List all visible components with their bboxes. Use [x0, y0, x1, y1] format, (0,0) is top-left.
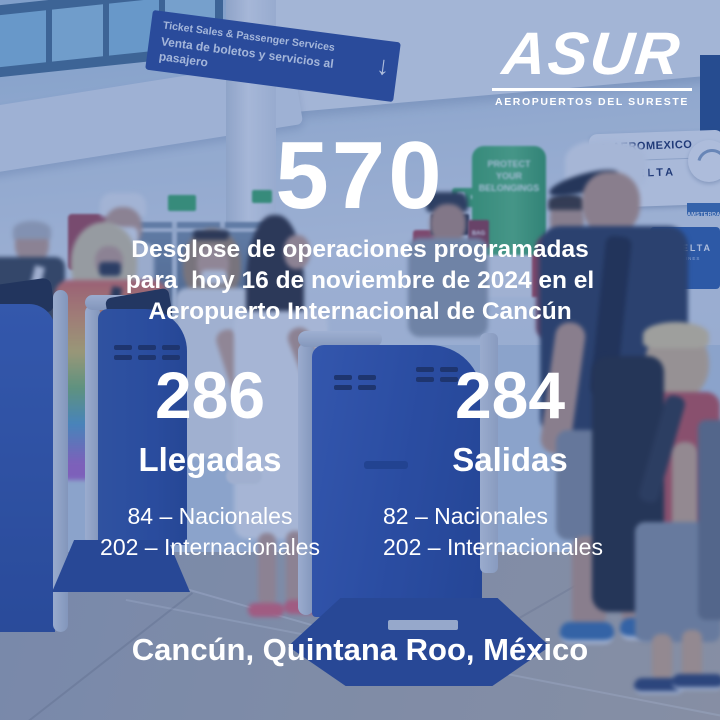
departures-domestic: 82 – Nacionales — [383, 503, 548, 529]
description-line-3: Aeropuerto Internacional de Cancún — [148, 298, 572, 325]
departures-value: 284 — [454, 358, 566, 432]
asur-logo: ASUR AEROPUERTOS DEL SURESTE — [492, 20, 692, 108]
departures-international: 202 – Internacionales — [383, 534, 603, 560]
departures-breakdown: 82 – Nacionales 202 – Internacionales — [350, 501, 680, 563]
description-line-1: Desglose de operaciones programadas — [131, 236, 589, 263]
location-caption: Cancún, Quintana Roo, México — [131, 632, 589, 667]
asur-logo-rule — [492, 88, 692, 91]
arrivals-domestic: 84 – Nacionales — [127, 503, 293, 529]
arrivals-value: 286 — [154, 358, 266, 432]
total-operations: 570 — [275, 122, 445, 229]
arrivals-breakdown: 84 – Nacionales 202 – Internacionales — [45, 501, 375, 563]
asur-logo-subtitle: AEROPUERTOS DEL SURESTE — [495, 96, 689, 108]
departures-label: Salidas — [452, 441, 568, 478]
arrivals-label: Llegadas — [138, 441, 282, 478]
operations-description: Desglose de operaciones programadas para… — [0, 234, 720, 327]
description-line-2: para hoy 16 de noviembre de 2024 en el — [125, 267, 595, 294]
asur-wordmark: ASUR — [499, 20, 685, 87]
arrivals-international: 202 – Internacionales — [100, 534, 320, 560]
arrivals-column: 286 Llegadas 84 – Nacionales 202 – Inter… — [45, 362, 375, 563]
departures-column: 284 Salidas 82 – Nacionales 202 – Intern… — [350, 362, 680, 563]
